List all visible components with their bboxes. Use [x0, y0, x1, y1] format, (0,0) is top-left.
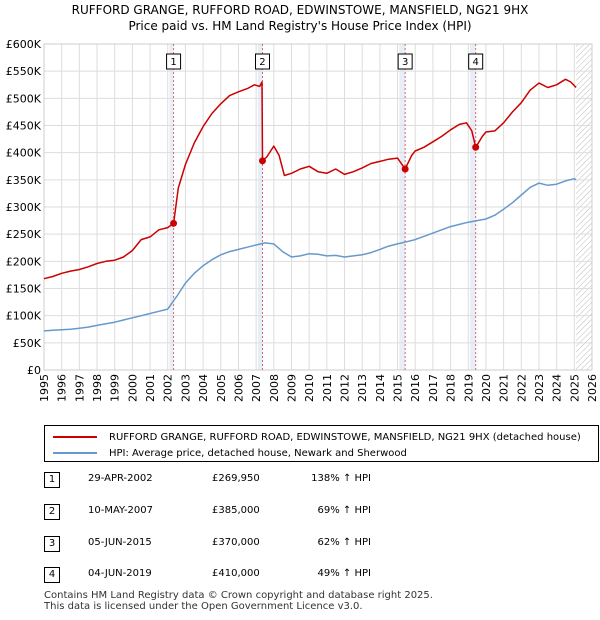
x-tick-label: 2014 [374, 374, 387, 402]
sale-row: 4 04-JUN-2019 £410,000 49% ↑ HPI [44, 567, 444, 585]
chart-legend: RUFFORD GRANGE, RUFFORD ROAD, EDWINSTOWE… [44, 425, 599, 462]
x-tick-label: 2017 [427, 374, 440, 402]
sale-point [258, 157, 266, 165]
sale-hpi-change: 62% ↑ HPI [317, 537, 371, 548]
y-tick-label: £0 [27, 364, 41, 377]
sale-marker-box [397, 53, 413, 70]
price-chart: £0 £50K £100K £150K £200K £250K £300K £350K £400… [6, 38, 599, 402]
y-tick-label: £550K [6, 65, 42, 78]
y-tick-label: £150K [6, 283, 42, 296]
x-tick-label: 2025 [568, 374, 581, 402]
chart-subtitle: Price paid vs. HM Land Registry's House … [128, 19, 472, 33]
x-tick-label: 2005 [215, 374, 228, 402]
legend-swatch-hpi [53, 452, 97, 454]
footer: Contains HM Land Registry data © Crown c… [44, 590, 433, 612]
y-tick-label: £600K [6, 38, 42, 51]
sale-hpi-change: 138% ↑ HPI [311, 473, 371, 484]
legend-label-property: RUFFORD GRANGE, RUFFORD ROAD, EDWINSTOWE… [109, 431, 581, 443]
sale-price: £410,000 [212, 568, 260, 579]
sale-point [170, 219, 178, 227]
y-tick-label: £300K [6, 201, 42, 214]
x-tick-label: 1995 [38, 374, 51, 402]
sale-number-badge: 1 [44, 472, 60, 488]
x-tick-label: 2022 [515, 374, 528, 402]
footer-license: This data is licensed under the Open Gov… [44, 601, 363, 612]
property-price-line [43, 78, 577, 280]
x-tick-label: 2002 [162, 374, 175, 402]
sale-marker-box [166, 53, 182, 70]
x-tick-label: 2012 [339, 374, 352, 402]
sale-price: £385,000 [212, 505, 260, 516]
x-tick-label: 2024 [551, 374, 564, 402]
sale-hpi-change: 69% ↑ HPI [317, 505, 371, 516]
sale-marker-label: 3 [402, 57, 408, 68]
x-tick-label: 2019 [462, 374, 475, 402]
sale-price: £370,000 [212, 537, 260, 548]
sale-marker-label: 4 [472, 57, 478, 68]
x-tick-label: 1999 [109, 374, 122, 402]
x-tick-label: 2001 [144, 374, 157, 402]
x-tick-label: 2009 [285, 374, 298, 402]
x-tick-label: 2010 [303, 374, 316, 402]
x-tick-label: 1996 [56, 374, 69, 402]
x-tick-label: 2011 [321, 374, 334, 402]
x-tick-label: 2020 [480, 374, 493, 402]
y-tick-label: £100K [6, 310, 42, 323]
x-tick-label: 2016 [409, 374, 422, 402]
sale-row: 3 05-JUN-2015 £370,000 62% ↑ HPI [44, 536, 444, 554]
sale-point [401, 165, 409, 173]
chart-title: RUFFORD GRANGE, RUFFORD ROAD, EDWINSTOWE… [71, 3, 529, 17]
sale-number-badge: 2 [44, 504, 60, 520]
x-tick-label: 2006 [232, 374, 245, 402]
sale-row: 2 10-MAY-2007 £385,000 69% ↑ HPI [44, 504, 444, 522]
x-tick-label: 2018 [445, 374, 458, 402]
sale-number-badge: 3 [44, 536, 60, 552]
sale-price: £269,950 [212, 473, 260, 484]
x-tick-label: 2023 [533, 374, 546, 402]
x-tick-label: 1997 [73, 374, 86, 402]
legend-swatch-property [53, 436, 97, 438]
x-tick-label: 2026 [586, 374, 599, 402]
legend-item-hpi: HPI: Average price, detached house, Newa… [53, 446, 407, 460]
plot-border [43, 43, 593, 371]
sale-marker-label: 1 [170, 57, 176, 68]
x-tick-label: 2013 [356, 374, 369, 402]
y-tick-label: £50K [13, 337, 42, 350]
sale-marker-box [254, 53, 270, 70]
y-tick-label: £350K [6, 174, 42, 187]
sale-marker-box [468, 53, 484, 70]
sale-date: 05-JUN-2015 [88, 537, 152, 548]
x-tick-label: 2008 [268, 374, 281, 402]
sale-point [472, 143, 480, 151]
sale-hpi-change: 49% ↑ HPI [317, 568, 371, 579]
x-tick-label: 2015 [392, 374, 405, 402]
x-tick-label: 2004 [197, 374, 210, 402]
sale-row: 1 29-APR-2002 £269,950 138% ↑ HPI [44, 472, 444, 490]
y-tick-label: £500K [6, 92, 42, 105]
y-tick-label: £400K [6, 147, 42, 160]
x-tick-label: 2003 [179, 374, 192, 402]
legend-label-hpi: HPI: Average price, detached house, Newa… [109, 447, 407, 459]
sale-number-badge: 4 [44, 567, 60, 583]
sale-date: 10-MAY-2007 [88, 505, 154, 516]
sale-date: 29-APR-2002 [88, 473, 153, 484]
x-tick-label: 2000 [126, 374, 139, 402]
hpi-line [43, 177, 577, 332]
sale-marker-label: 2 [259, 57, 265, 68]
x-tick-label: 1998 [91, 374, 104, 402]
y-tick-label: £450K [6, 120, 42, 133]
y-tick-label: £200K [6, 255, 42, 268]
x-tick-label: 2007 [250, 374, 263, 402]
y-tick-label: £250K [6, 228, 42, 241]
sale-date: 04-JUN-2019 [88, 568, 152, 579]
footer-copyright: Contains HM Land Registry data © Crown c… [44, 590, 433, 601]
legend-item-property: RUFFORD GRANGE, RUFFORD ROAD, EDWINSTOWE… [53, 430, 581, 444]
x-tick-label: 2021 [498, 374, 511, 402]
